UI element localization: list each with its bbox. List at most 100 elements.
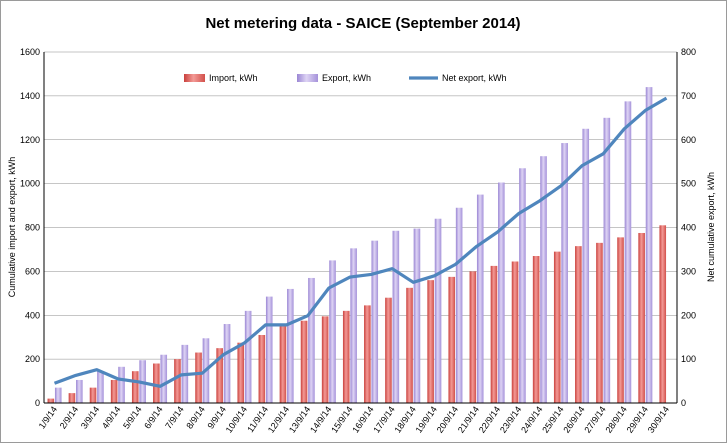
line-series-group [53,96,668,388]
export-bar [223,324,231,403]
export-bar [582,128,590,403]
import-bar [638,232,645,403]
y-left-tick-label: 1600 [20,47,40,57]
import-bar [617,237,624,403]
import-bar [575,246,582,403]
import-bar [68,393,76,403]
y-right-tick-label: 700 [681,91,696,101]
y-left-tick-label: 200 [25,354,40,364]
legend-label: Net export, kWh [442,73,507,83]
y-left-tick-label: 0 [35,398,40,408]
y-left-tick-label: 1400 [20,91,40,101]
x-tick-label: 1/9/14 [37,404,60,430]
import-bar [490,265,498,403]
import-bar [448,276,456,403]
y-right-tick-label: 800 [681,47,696,57]
export-bar [97,371,104,403]
export-bar [287,288,294,403]
export-bar [540,156,547,403]
export-bar [265,296,273,403]
x-tick-label: 10/9/14 [224,404,249,434]
import-bar [511,261,519,403]
x-tick-label: 6/9/14 [142,404,165,430]
export-bar [603,117,611,403]
y-left-tick-label: 800 [25,223,40,233]
x-tick-label: 3/9/14 [79,404,102,430]
export-bar [76,379,83,403]
legend-swatch [297,74,318,82]
import-bar [553,251,561,403]
x-tick-label: 30/9/14 [646,404,671,434]
import-bar [195,352,202,403]
legend: Import, kWh Export, kWh Net export, kWh [184,73,507,83]
x-tick-label: 2/9/14 [58,404,81,430]
y-left-tick-label: 1000 [20,179,40,189]
import-bar [258,334,266,403]
import-bar [131,371,139,403]
x-tick-label: 8/9/14 [184,404,207,430]
export-bar [350,248,357,403]
import-bar [237,342,245,403]
y-right-tick-label: 300 [681,266,696,276]
legend-label: Import, kWh [209,73,258,83]
import-bar [596,242,603,403]
export-bar [455,207,463,403]
axes [43,52,678,404]
export-bar [392,230,400,403]
export-bar [498,182,505,403]
export-bar [308,277,315,403]
x-tick-label: 4/9/14 [100,404,123,430]
import-bar [385,297,392,403]
y-left-tick-label: 400 [25,310,40,320]
import-bar [279,326,287,403]
import-bar [364,305,371,403]
y-left-tick-label: 1200 [20,135,40,145]
import-bar [427,280,434,403]
chart-title: Net metering data - SAICE (September 201… [205,15,520,32]
x-tick-label: 7/9/14 [163,404,186,430]
import-bar [321,316,329,403]
export-bar [329,260,336,403]
y-axis-left-title: Cumulative import and export, kWh [7,157,17,298]
legend-swatch [184,74,205,82]
import-bar [110,379,118,403]
y-right-tick-label: 400 [681,223,696,233]
export-bar [371,240,379,403]
export-bar [413,228,421,403]
export-bar [118,366,125,403]
export-bar [645,87,653,403]
import-bar [153,363,160,403]
import-bar [532,256,540,403]
export-bar [434,218,442,403]
net-export-line [53,96,668,388]
export-bar [624,101,632,403]
import-bar [47,398,55,403]
export-bar [561,143,568,403]
export-bar [244,310,252,403]
import-bar [406,287,413,403]
x-tick-label: 5/9/14 [121,404,144,430]
y-right-tick-label: 0 [681,398,686,408]
import-bar [300,320,308,403]
y-axis-right-title: Net cumulative export, kWh [706,172,716,282]
import-bar [342,310,350,403]
y-left-tick-label: 600 [25,266,40,276]
import-bar [174,359,181,403]
y-right-tick-label: 500 [681,179,696,189]
export-bar [54,387,62,403]
export-bar [160,354,168,403]
y-right-tick-label: 100 [681,354,696,364]
export-bar [476,194,484,403]
import-bar [659,225,667,403]
import-bar [469,271,477,403]
y-right-tick-label: 200 [681,310,696,320]
legend-label: Export, kWh [322,73,371,83]
gridlines [44,51,677,404]
bar-series-group [47,87,667,403]
import-bar [216,348,223,403]
y-right-tick-label: 600 [681,135,696,145]
export-bar [519,168,526,403]
import-bar [89,387,97,403]
